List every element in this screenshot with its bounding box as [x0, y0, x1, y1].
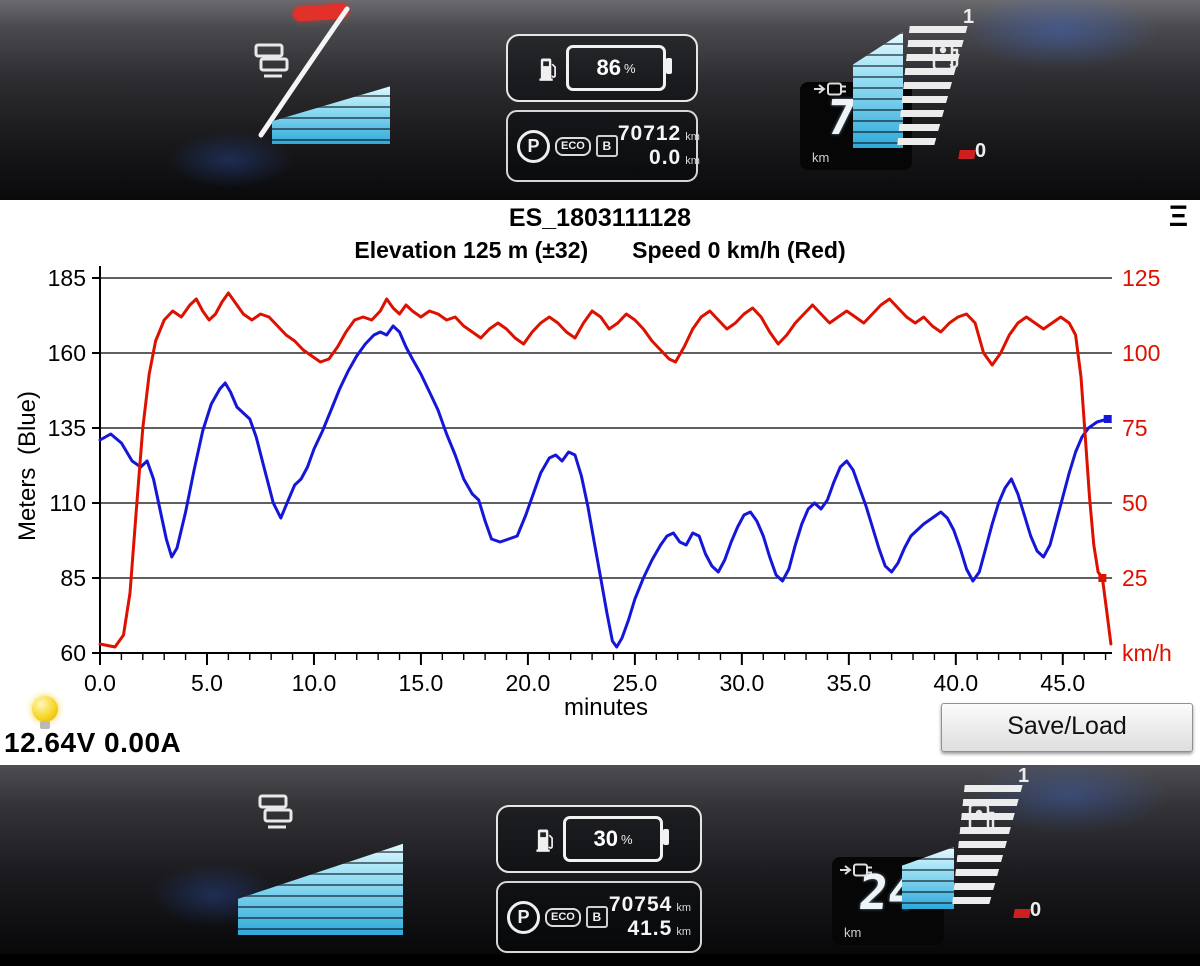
- menu-icon[interactable]: Ξ: [1168, 200, 1188, 233]
- svg-text:35.0: 35.0: [826, 670, 871, 696]
- brake-mode-indicator: B: [595, 135, 618, 157]
- chart-subtitle: Elevation 125 m (±32) Speed 0 km/h (Red): [0, 237, 1200, 264]
- battery-icon: 86 %: [566, 45, 672, 91]
- svg-text:20.0: 20.0: [506, 670, 551, 696]
- indicator-badges: P ECO B: [517, 129, 618, 163]
- svg-text:5.0: 5.0: [191, 670, 223, 696]
- svg-text:185: 185: [48, 265, 86, 291]
- charge-gauge-red-zone: [958, 150, 976, 159]
- svg-text:30.0: 30.0: [719, 670, 764, 696]
- odometer-value: 70754: [608, 893, 673, 917]
- svg-text:100: 100: [1122, 340, 1160, 366]
- battery-temp-icon: [258, 794, 293, 829]
- svg-text:125: 125: [1122, 265, 1160, 291]
- range-unit: km: [812, 150, 830, 165]
- charge-gauge-ticks: [896, 26, 967, 152]
- indicator-badges: P ECO B: [507, 900, 608, 934]
- brake-mode-indicator: B: [585, 906, 608, 928]
- power-gauge-needle: [258, 6, 350, 138]
- fuel-pump-icon: [536, 829, 553, 852]
- odometer-value: 70712: [617, 122, 682, 146]
- soc-display: 30 %: [496, 805, 702, 873]
- odometer-unit: km: [676, 902, 691, 915]
- soc-display: 86 %: [506, 34, 698, 102]
- trip-value: 41.5: [627, 917, 673, 940]
- gauge-max-label: 1: [1018, 765, 1030, 787]
- trip-unit: km: [685, 155, 700, 167]
- x-axis-label: minutes: [563, 694, 649, 721]
- gauge-max-label: 1: [963, 6, 975, 28]
- charge-gauge: 1 0: [900, 765, 1060, 925]
- speed-readout: Speed 0 km/h (Red): [632, 237, 846, 263]
- trip-unit: km: [676, 926, 691, 938]
- eco-indicator: ECO: [555, 136, 591, 156]
- svg-text:85: 85: [60, 565, 86, 591]
- charge-gauge-bars: [902, 847, 954, 909]
- page-title: ES_1803111128: [508, 204, 692, 232]
- svg-text:25: 25: [1122, 565, 1148, 591]
- svg-text:75: 75: [1122, 415, 1148, 441]
- charge-gauge: 1 0: [845, 6, 1005, 166]
- charging-arrow-icon: [814, 82, 846, 96]
- svg-text:45.0: 45.0: [1040, 670, 1085, 696]
- odometer-display: P ECO B 70754 km 41.5 km: [496, 881, 702, 953]
- gear-indicator: P: [507, 900, 540, 934]
- svg-text:0.0: 0.0: [84, 670, 116, 696]
- svg-text:10.0: 10.0: [292, 670, 337, 696]
- fuel-pump-icon: [539, 58, 556, 81]
- svg-text:25.0: 25.0: [613, 670, 658, 696]
- percent-sign: %: [620, 831, 633, 847]
- svg-text:km/h: km/h: [1122, 640, 1172, 666]
- battery-icon: 30 %: [563, 816, 669, 862]
- bulb-indicator-icon: [32, 696, 58, 729]
- svg-text:50: 50: [1122, 490, 1148, 516]
- save-load-button[interactable]: Save/Load: [941, 703, 1193, 752]
- voltage-current-readout: 12.64V 0.00A: [4, 727, 182, 758]
- power-gauge-bars: [238, 843, 403, 935]
- svg-text:135: 135: [48, 415, 86, 441]
- charge-gauge-red-zone: [1013, 909, 1031, 918]
- trip-value: 0.0: [649, 146, 682, 169]
- chart-plot[interactable]: 185 160 135 110 85 60 125 100 75 50 25 km/h 0.0 5.0 10…: [0, 260, 1200, 700]
- percent-sign: %: [623, 60, 636, 76]
- odometer-lines: 70754 km 41.5 km: [609, 893, 691, 940]
- charging-arrow-icon: [840, 863, 872, 877]
- svg-text:60: 60: [60, 640, 86, 666]
- logger-app-panel: ES_1803111128 Ξ Elevation 125 m (±32) Spe…: [0, 200, 1200, 765]
- odometer-display: P ECO B 70712 km 0.0 km: [506, 110, 700, 182]
- soc-percent: 86: [596, 55, 621, 80]
- charge-gauge-bars: [853, 32, 903, 148]
- gear-indicator: P: [517, 129, 550, 163]
- battery-temp-icon: [254, 43, 289, 78]
- odometer-lines: 70712 km 0.0 km: [618, 122, 700, 169]
- odometer-unit: km: [685, 131, 700, 144]
- cluster-center-display: 86 % P ECO B 70712 km 0.0 km: [506, 34, 700, 182]
- gauge-min-label: 0: [975, 140, 987, 162]
- dashboard-photo-bottom: 30 % P ECO B 70754 km 41.5 km 24 km: [0, 765, 1200, 966]
- svg-text:160: 160: [48, 340, 86, 366]
- charge-gauge-ticks: [951, 785, 1022, 911]
- y-axis-label-left: Meters (Blue): [14, 390, 41, 542]
- gauge-min-label: 0: [1030, 899, 1042, 921]
- elevation-readout: Elevation 125 m (±32): [354, 237, 589, 263]
- eco-indicator: ECO: [545, 907, 581, 927]
- svg-text:40.0: 40.0: [933, 670, 978, 696]
- svg-text:110: 110: [49, 490, 86, 516]
- svg-text:15.0: 15.0: [399, 670, 444, 696]
- cluster-center-display: 30 % P ECO B 70754 km 41.5 km: [496, 805, 702, 953]
- soc-percent: 30: [593, 826, 618, 851]
- range-unit: km: [844, 925, 862, 940]
